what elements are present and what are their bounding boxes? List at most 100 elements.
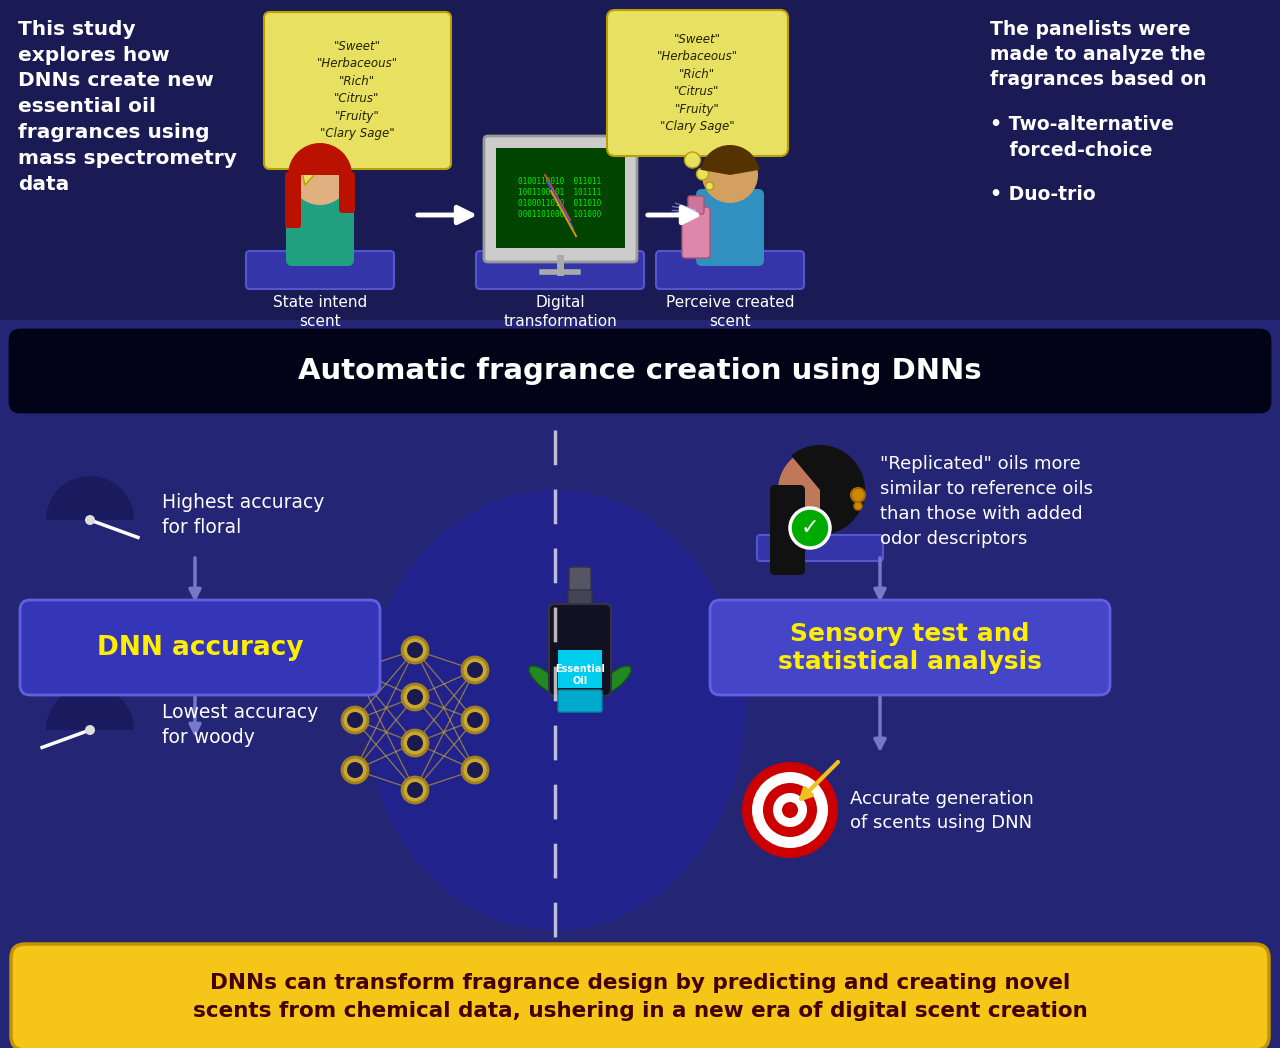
FancyBboxPatch shape bbox=[10, 330, 1270, 412]
Polygon shape bbox=[206, 598, 314, 722]
Wedge shape bbox=[32, 730, 55, 764]
Polygon shape bbox=[596, 0, 704, 62]
Polygon shape bbox=[0, 158, 54, 282]
Circle shape bbox=[778, 447, 861, 532]
Wedge shape bbox=[125, 730, 148, 764]
FancyBboxPatch shape bbox=[476, 252, 644, 289]
Polygon shape bbox=[726, 598, 833, 722]
Circle shape bbox=[46, 476, 134, 564]
Polygon shape bbox=[136, 488, 243, 612]
Circle shape bbox=[46, 686, 134, 774]
Polygon shape bbox=[466, 598, 573, 722]
FancyBboxPatch shape bbox=[657, 252, 804, 289]
Polygon shape bbox=[786, 268, 893, 392]
Text: State intend
scent: State intend scent bbox=[273, 294, 367, 329]
Polygon shape bbox=[596, 378, 704, 502]
Text: Automatic fragrance creation using DNNs: Automatic fragrance creation using DNNs bbox=[298, 357, 982, 385]
Polygon shape bbox=[266, 488, 374, 612]
Polygon shape bbox=[726, 0, 833, 62]
Polygon shape bbox=[1176, 48, 1280, 172]
Polygon shape bbox=[337, 0, 444, 62]
Circle shape bbox=[407, 782, 422, 798]
FancyBboxPatch shape bbox=[27, 730, 154, 793]
Polygon shape bbox=[526, 48, 634, 172]
Circle shape bbox=[705, 182, 713, 190]
Polygon shape bbox=[657, 488, 764, 612]
Circle shape bbox=[467, 662, 483, 678]
Circle shape bbox=[342, 707, 369, 733]
Wedge shape bbox=[700, 145, 759, 175]
Circle shape bbox=[701, 147, 758, 203]
Wedge shape bbox=[125, 520, 148, 554]
Wedge shape bbox=[72, 562, 108, 578]
Polygon shape bbox=[987, 598, 1093, 722]
Circle shape bbox=[782, 802, 797, 818]
Circle shape bbox=[402, 777, 428, 803]
Polygon shape bbox=[0, 378, 54, 502]
Circle shape bbox=[407, 689, 422, 705]
Polygon shape bbox=[1176, 268, 1280, 392]
Polygon shape bbox=[916, 488, 1024, 612]
Polygon shape bbox=[987, 0, 1093, 62]
Polygon shape bbox=[266, 268, 374, 392]
Circle shape bbox=[347, 762, 364, 778]
Text: "Sweet"
"Herbaceous"
"Rich"
"Citrus"
"Fruity"
"Clary Sage": "Sweet" "Herbaceous" "Rich" "Citrus" "Fr… bbox=[657, 32, 737, 133]
Circle shape bbox=[467, 712, 483, 728]
Circle shape bbox=[347, 712, 364, 728]
Polygon shape bbox=[397, 488, 504, 612]
FancyBboxPatch shape bbox=[549, 604, 611, 696]
FancyBboxPatch shape bbox=[0, 320, 1280, 1048]
Polygon shape bbox=[1046, 708, 1153, 832]
Circle shape bbox=[851, 488, 865, 502]
Circle shape bbox=[854, 502, 861, 510]
Text: This study
explores how
DNNs create new
essential oil
fragrances using
mass spec: This study explores how DNNs create new … bbox=[18, 20, 237, 194]
Text: "Sweet"
"Herbaceous"
"Rich"
"Citrus"
"Fruity"
"Clary Sage": "Sweet" "Herbaceous" "Rich" "Citrus" "Fr… bbox=[316, 40, 398, 140]
Text: • Duo-trio: • Duo-trio bbox=[989, 185, 1096, 204]
Polygon shape bbox=[6, 268, 114, 392]
Polygon shape bbox=[337, 598, 444, 722]
Polygon shape bbox=[6, 708, 114, 832]
FancyBboxPatch shape bbox=[497, 148, 625, 248]
Text: Perceive created
scent: Perceive created scent bbox=[666, 294, 795, 329]
Polygon shape bbox=[1116, 378, 1224, 502]
FancyBboxPatch shape bbox=[264, 12, 451, 169]
Polygon shape bbox=[266, 708, 374, 832]
FancyBboxPatch shape bbox=[696, 189, 764, 266]
Polygon shape bbox=[77, 158, 184, 282]
Circle shape bbox=[347, 662, 364, 678]
Text: Sensory test and
statistical analysis: Sensory test and statistical analysis bbox=[778, 623, 1042, 674]
Polygon shape bbox=[77, 378, 184, 502]
Circle shape bbox=[402, 637, 428, 663]
Polygon shape bbox=[526, 488, 634, 612]
Circle shape bbox=[407, 735, 422, 751]
Polygon shape bbox=[987, 158, 1093, 282]
Polygon shape bbox=[987, 378, 1093, 502]
Circle shape bbox=[402, 684, 428, 709]
Ellipse shape bbox=[365, 490, 745, 930]
Polygon shape bbox=[136, 268, 243, 392]
Text: Digital
transformation: Digital transformation bbox=[503, 294, 617, 329]
Polygon shape bbox=[786, 488, 893, 612]
Polygon shape bbox=[916, 708, 1024, 832]
Wedge shape bbox=[104, 756, 137, 785]
Text: Highest accuracy
for floral: Highest accuracy for floral bbox=[163, 493, 324, 537]
Polygon shape bbox=[786, 48, 893, 172]
FancyBboxPatch shape bbox=[710, 601, 1110, 695]
Wedge shape bbox=[791, 445, 865, 534]
Polygon shape bbox=[206, 378, 314, 502]
Polygon shape bbox=[77, 0, 184, 62]
Circle shape bbox=[462, 657, 488, 683]
FancyBboxPatch shape bbox=[0, 0, 1280, 320]
Polygon shape bbox=[0, 0, 54, 62]
Polygon shape bbox=[1046, 48, 1153, 172]
Polygon shape bbox=[596, 598, 704, 722]
Polygon shape bbox=[526, 268, 634, 392]
Polygon shape bbox=[1116, 598, 1224, 722]
Polygon shape bbox=[300, 163, 325, 185]
FancyBboxPatch shape bbox=[484, 136, 637, 262]
Polygon shape bbox=[1116, 0, 1224, 62]
Ellipse shape bbox=[599, 665, 631, 694]
Polygon shape bbox=[657, 48, 764, 172]
FancyBboxPatch shape bbox=[558, 650, 602, 687]
FancyBboxPatch shape bbox=[756, 534, 883, 561]
